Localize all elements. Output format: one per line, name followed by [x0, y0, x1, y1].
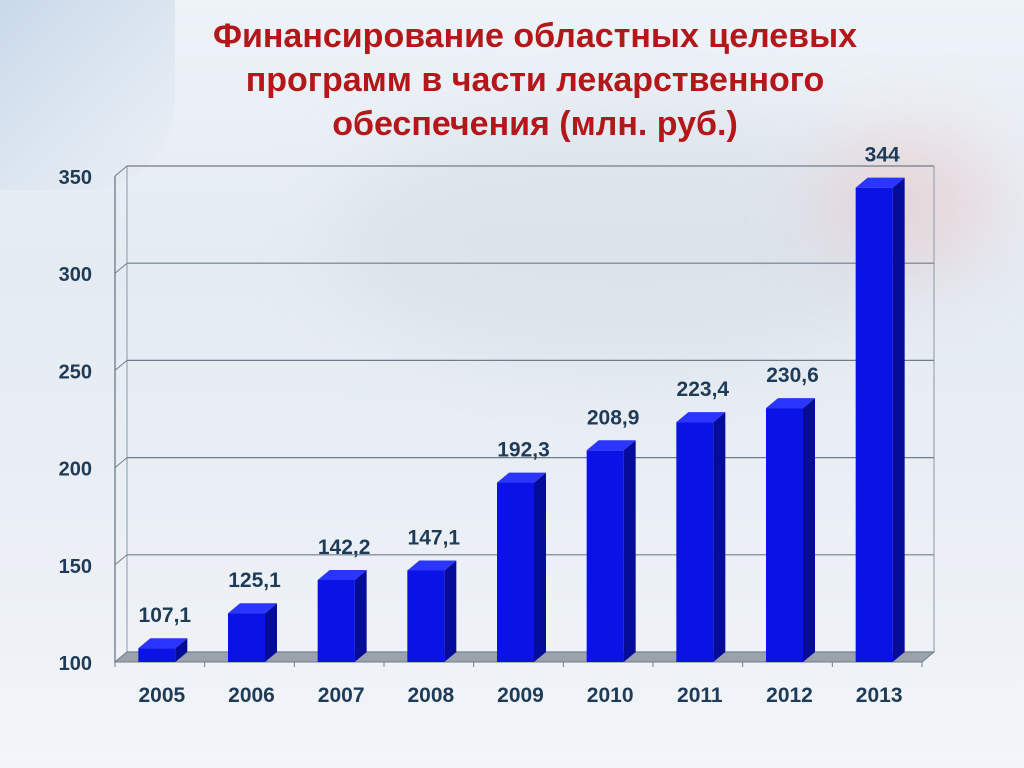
bar	[317, 579, 355, 662]
data-label: 125,1	[228, 569, 281, 592]
data-label: 142,2	[318, 536, 371, 559]
bar-side	[444, 560, 457, 662]
x-tick-label: 2005	[138, 684, 185, 707]
y-tick-label: 100	[59, 653, 92, 675]
bar-top	[317, 569, 367, 580]
bar-top	[228, 603, 277, 614]
gridline-depth	[114, 360, 128, 371]
title-line: Финансирование областных целевых	[212, 17, 858, 55]
bar-top	[855, 177, 905, 188]
bar	[855, 187, 893, 662]
bar-side	[354, 569, 367, 662]
x-tick-label: 2010	[587, 684, 634, 707]
gridline-depth	[114, 262, 128, 274]
background-blur	[330, 110, 930, 370]
x-tick-label: 2012	[766, 684, 813, 707]
y-tick-label: 200	[59, 459, 92, 481]
bar	[497, 482, 534, 662]
title-line: обеспечения (млн. руб.)	[332, 105, 738, 143]
background-blur	[820, 130, 1000, 270]
data-label: 208,9	[587, 406, 640, 429]
x-tick-label: 2007	[318, 684, 365, 707]
bar	[586, 450, 624, 662]
bar-side	[892, 177, 905, 662]
bar-top	[676, 412, 726, 423]
bar-side	[175, 638, 188, 662]
bar-top	[586, 440, 636, 451]
x-tick-label: 2009	[497, 684, 544, 707]
x-tick-label: 2013	[856, 684, 903, 707]
bar-side	[623, 440, 636, 662]
x-tick-label: 2006	[228, 684, 275, 707]
bar	[766, 408, 803, 662]
x-tick-label: 2008	[407, 684, 454, 707]
y-tick-label: 350	[59, 167, 92, 189]
bar-side	[265, 603, 277, 662]
bar-top	[497, 472, 546, 483]
data-label: 344	[865, 144, 900, 167]
y-tick-label: 150	[59, 556, 92, 578]
bar-side	[803, 398, 815, 662]
gridline-depth	[114, 165, 128, 177]
data-label: 223,4	[677, 378, 730, 401]
bar	[138, 648, 176, 662]
data-label: 107,1	[139, 604, 192, 627]
bar-side	[713, 412, 726, 662]
bar	[676, 422, 714, 662]
x-tick-label: 2011	[677, 684, 723, 707]
page-title: Финансирование областных целевых програм…	[150, 14, 920, 146]
data-label: 147,1	[408, 526, 461, 549]
y-tick-label: 300	[59, 264, 92, 286]
gridline-depth	[114, 554, 128, 566]
bar-side	[534, 472, 546, 662]
gridline-depth	[114, 457, 128, 468]
medical-photo-placeholder	[0, 0, 175, 190]
y-tick-label: 250	[59, 361, 92, 383]
data-label: 192,3	[497, 439, 550, 462]
bar-top	[407, 560, 457, 571]
bar	[228, 613, 265, 662]
data-label: 230,6	[766, 364, 819, 387]
bar	[407, 570, 445, 662]
bar-top	[138, 638, 188, 649]
bar-top	[766, 398, 815, 409]
title-line: программ в части лекарственного	[245, 61, 825, 99]
